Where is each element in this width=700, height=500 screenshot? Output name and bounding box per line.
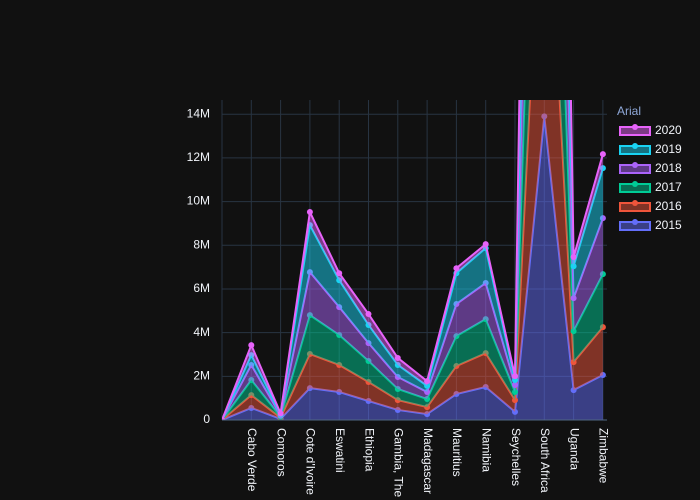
legend-title: Arial — [617, 104, 641, 118]
marker — [570, 254, 577, 261]
y-tick-label: 4M — [193, 325, 210, 339]
area-line — [222, 100, 604, 420]
legend-label: 2015 — [655, 218, 682, 232]
legend-marker — [632, 124, 638, 130]
marker — [222, 417, 225, 420]
y-tick-label: 14M — [187, 106, 210, 120]
marker — [277, 410, 284, 417]
x-tick-label: Eswatini — [333, 428, 347, 473]
legend: Arial 2020 2019 2018 2017 2016 2015 — [617, 104, 682, 232]
area-fill — [222, 100, 603, 420]
x-tick-label: Comoros — [274, 428, 288, 477]
legend-label: 2019 — [655, 142, 682, 156]
legend-label: 2020 — [655, 123, 682, 137]
area-fill — [222, 100, 603, 420]
area-fill — [222, 116, 603, 420]
y-tick-label: 8M — [193, 237, 210, 251]
legend-marker — [632, 181, 638, 187]
area-fill — [222, 100, 603, 420]
x-tick-label: Mauritius — [450, 428, 464, 477]
legend-marker — [632, 143, 638, 149]
y-tick-label: 10M — [187, 194, 210, 208]
x-tick-label: South Africa — [538, 428, 552, 493]
legend-marker — [632, 162, 638, 168]
area-line — [222, 100, 604, 420]
axes: 0 2M 4M 6M 8M 10M 12M 14M Cabo Verde Comoros Cote … — [187, 106, 611, 497]
marker — [453, 265, 460, 272]
area-line — [222, 100, 604, 420]
y-tick-label: 6M — [193, 281, 210, 295]
marker — [512, 373, 518, 380]
x-tick-label: Gambia, The — [392, 428, 406, 497]
y-tick-label: 12M — [187, 150, 210, 164]
x-tick-label: Uganda — [567, 428, 581, 470]
marker — [336, 270, 343, 277]
x-tick-label: Cabo Verde — [245, 428, 259, 492]
x-tick-label: Zimbabwe — [597, 428, 611, 484]
marker — [248, 342, 255, 349]
y-tick-label: 0 — [203, 412, 210, 426]
legend-label: 2016 — [655, 199, 682, 213]
marker — [599, 151, 606, 158]
marker — [365, 311, 372, 318]
marker — [424, 378, 431, 385]
legend-label: 2017 — [655, 180, 682, 194]
plot-area — [222, 100, 606, 420]
y-tick-label: 2M — [193, 368, 210, 382]
legend-marker — [632, 219, 638, 225]
marker — [306, 209, 313, 216]
legend-marker — [632, 200, 638, 206]
marker — [482, 241, 489, 248]
marker — [394, 354, 401, 361]
x-tick-label: Seychelles — [509, 428, 523, 486]
x-tick-label: Cote d'Ivoire — [304, 428, 318, 495]
legend-label: 2018 — [655, 161, 682, 175]
x-tick-label: Madagascar — [421, 428, 435, 494]
x-tick-label: Namibia — [480, 428, 494, 472]
x-tick-label: Ethiopia — [362, 428, 376, 472]
